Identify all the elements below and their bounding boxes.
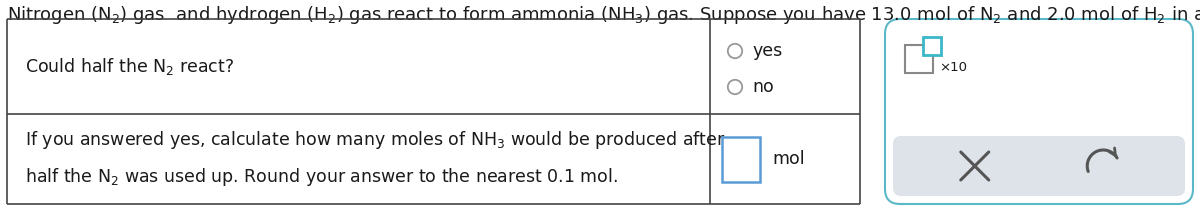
Text: no: no bbox=[752, 78, 774, 96]
Text: Could half the N$_2$ react?: Could half the N$_2$ react? bbox=[25, 56, 234, 77]
Text: half the N$_2$ was used up. Round your answer to the nearest 0.1 mol.: half the N$_2$ was used up. Round your a… bbox=[25, 166, 618, 188]
Text: ×10: ×10 bbox=[938, 61, 967, 74]
FancyBboxPatch shape bbox=[905, 45, 932, 73]
FancyBboxPatch shape bbox=[886, 19, 1193, 204]
Text: mol: mol bbox=[772, 150, 805, 168]
FancyBboxPatch shape bbox=[923, 37, 941, 55]
FancyBboxPatch shape bbox=[722, 137, 760, 181]
Text: yes: yes bbox=[752, 42, 782, 60]
FancyBboxPatch shape bbox=[893, 136, 1186, 196]
Text: Nitrogen $\left(\mathrm{N_2}\right)$ gas  and hydrogen $\left(\mathrm{H_2}\right: Nitrogen $\left(\mathrm{N_2}\right)$ gas… bbox=[7, 4, 1200, 26]
Text: If you answered yes, calculate how many moles of $\mathrm{NH_3}$ would be produc: If you answered yes, calculate how many … bbox=[25, 129, 726, 151]
